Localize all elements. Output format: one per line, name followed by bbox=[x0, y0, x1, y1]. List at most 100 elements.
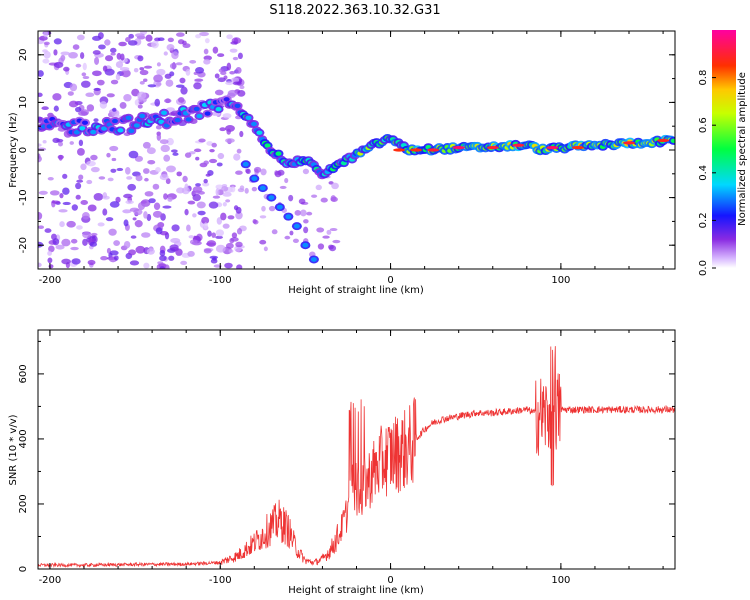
spectrogram-peak-blob bbox=[623, 141, 636, 145]
spectrogram-noise-blob bbox=[163, 154, 171, 162]
spectrogram-noise-blob bbox=[61, 258, 71, 265]
spectrogram-noise-blob bbox=[192, 186, 203, 193]
spectrogram-noise-blob bbox=[217, 77, 226, 83]
x-tick-label: -100 bbox=[209, 575, 232, 586]
spectrogram-noise-blob bbox=[127, 183, 137, 191]
spectrogram-noise-blob bbox=[143, 65, 153, 69]
spectrogram-peak-blob bbox=[512, 143, 525, 147]
spectrogram-noise-blob bbox=[82, 211, 90, 220]
spectrogram-noise-blob bbox=[139, 69, 149, 76]
spectrogram-noise-blob bbox=[96, 79, 105, 86]
spectrogram-noise-blob bbox=[90, 166, 100, 173]
spectrogram-noise-blob bbox=[47, 176, 54, 181]
spectrogram-noise-blob bbox=[70, 238, 78, 244]
y-tick-label: 0 bbox=[18, 147, 29, 153]
spectrogram-noise-blob bbox=[219, 127, 226, 132]
spectrogram-noise-blob bbox=[112, 107, 117, 112]
spectrogram-peak-blob bbox=[393, 148, 406, 152]
spectrogram-noise-blob bbox=[171, 224, 180, 232]
spectrogram-noise-blob bbox=[129, 260, 140, 266]
spectrogram-noise-blob bbox=[331, 182, 339, 190]
spectrogram-noise-blob bbox=[322, 235, 330, 239]
spectrogram-noise-blob bbox=[146, 248, 155, 255]
spectrogram-noise-blob bbox=[74, 106, 82, 113]
spectrogram-noise-blob bbox=[123, 219, 129, 227]
y-tick-label: 10 bbox=[18, 96, 29, 109]
spectrogram-noise-blob bbox=[202, 182, 210, 187]
spectrogram-noise-blob bbox=[44, 228, 52, 233]
spectrogram-noise-blob bbox=[188, 235, 195, 239]
spectrogram-noise-blob bbox=[220, 212, 227, 221]
colorbar: 0.0 0.2 0.4 0.6 0.8 Normalized spectral ampl… bbox=[698, 30, 748, 276]
spectrogram-branch-blob bbox=[310, 257, 317, 262]
spectrogram-noise-blob bbox=[236, 264, 243, 269]
spectrogram-ridge-blob bbox=[161, 110, 168, 115]
spectrogram-noise-blob bbox=[221, 186, 229, 192]
snr-frame bbox=[37, 329, 676, 570]
spectrogram-noise-blob bbox=[120, 53, 125, 61]
spectrogram-noise-blob bbox=[80, 52, 85, 60]
spectrogram-noise-blob bbox=[225, 138, 235, 143]
spectrogram-peak-blob bbox=[427, 148, 440, 152]
spectrogram-noise-blob bbox=[59, 193, 64, 199]
colorbar-ticks: 0.0 0.2 0.4 0.6 0.8 bbox=[698, 70, 716, 276]
spectrogram-ridge-blob bbox=[128, 128, 135, 134]
spectrogram-noise-blob bbox=[137, 202, 146, 211]
spectrogram-noise-blob bbox=[225, 199, 231, 203]
spectrogram-noise-blob bbox=[38, 211, 43, 220]
spectrogram-noise-blob bbox=[195, 34, 201, 39]
spectrogram-noise-blob bbox=[205, 173, 211, 177]
spectrogram-noise-blob bbox=[133, 67, 139, 73]
spectrogram-ridge-blob bbox=[204, 111, 211, 116]
spectrogram-ridge-blob bbox=[101, 126, 108, 131]
snr-y-axis-label: SNR (10 * v/v) bbox=[8, 414, 19, 485]
spectrogram-noise-blob bbox=[159, 139, 169, 145]
spectrogram-noise-blob bbox=[192, 213, 197, 218]
spectrogram-noise-blob bbox=[115, 196, 121, 203]
spectrogram-ridge-blob bbox=[82, 120, 89, 125]
spectrogram-branch-blob bbox=[268, 195, 275, 201]
spectrogram-noise-blob bbox=[77, 111, 88, 116]
spectrogram-noise-blob bbox=[142, 141, 151, 149]
spectrogram-noise-blob bbox=[317, 243, 325, 250]
spectrogram-noise-blob bbox=[42, 139, 47, 144]
spectrogram-noise-blob bbox=[134, 99, 140, 106]
spectrogram-noise-blob bbox=[237, 52, 243, 60]
spectrogram-noise-blob bbox=[151, 40, 159, 49]
spectrogram-noise-blob bbox=[153, 202, 161, 211]
figure-title: S118.2022.363.10.32.G31 bbox=[269, 3, 440, 18]
spectrogram-noise-blob bbox=[142, 168, 150, 174]
spectrogram-noise-blob bbox=[69, 141, 74, 145]
spectrogram-noise-blob bbox=[130, 235, 137, 239]
spectrogram-noise-blob bbox=[231, 232, 238, 239]
spectrogram-noise-blob bbox=[212, 195, 221, 199]
spectrogram-ridge-blob bbox=[256, 130, 263, 135]
spectrogram-marks bbox=[38, 31, 675, 269]
spectrogram-noise-blob bbox=[284, 235, 291, 240]
snr-x-axis-label: Height of straight line (km) bbox=[288, 585, 424, 596]
colorbar-tick-label: 0.6 bbox=[698, 117, 709, 133]
spectrogram-noise-blob bbox=[233, 153, 241, 161]
spectrogram-noise-blob bbox=[144, 177, 149, 182]
spectrogram-ridge-blob bbox=[245, 115, 252, 120]
spectrogram-noise-blob bbox=[229, 238, 235, 244]
spectrogram-noise-blob bbox=[76, 225, 83, 230]
spectrogram-noise-blob bbox=[49, 190, 60, 196]
spectrogram-noise-blob bbox=[263, 246, 268, 252]
spectrogram-noise-blob bbox=[211, 142, 217, 148]
spectrogram-noise-blob bbox=[222, 202, 227, 207]
spectrogram-noise-blob bbox=[195, 183, 201, 187]
spectrogram-noise-blob bbox=[206, 141, 213, 146]
spectrogram-noise-blob bbox=[239, 185, 245, 191]
spectrogram-noise-blob bbox=[167, 112, 176, 116]
spectrogram-noise-blob bbox=[97, 222, 105, 227]
spectrogram-ridge-blob bbox=[185, 117, 192, 122]
spectrogram-noise-blob bbox=[159, 255, 167, 262]
x-tick-label: 100 bbox=[551, 575, 570, 586]
spectrogram-noise-blob bbox=[47, 257, 53, 264]
spectrogram-noise-blob bbox=[102, 65, 108, 72]
spectrogram-noise-blob bbox=[156, 68, 166, 76]
spectrogram-noise-blob bbox=[172, 152, 179, 156]
